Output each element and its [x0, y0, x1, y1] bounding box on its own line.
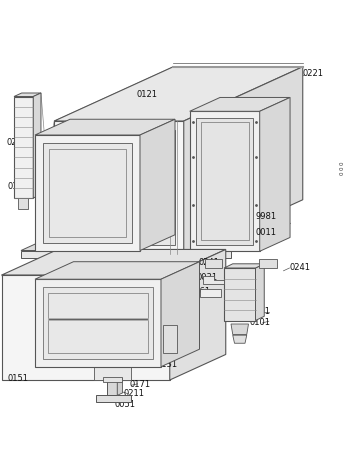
- Polygon shape: [35, 135, 140, 251]
- Polygon shape: [21, 223, 290, 251]
- Polygon shape: [96, 395, 131, 402]
- Polygon shape: [43, 143, 132, 243]
- Polygon shape: [107, 381, 117, 395]
- Polygon shape: [94, 366, 131, 380]
- Text: 0151: 0151: [7, 375, 28, 384]
- Text: 0131: 0131: [157, 360, 178, 369]
- Polygon shape: [161, 262, 199, 367]
- Text: 0221: 0221: [303, 69, 324, 78]
- Polygon shape: [14, 93, 41, 96]
- Polygon shape: [63, 130, 175, 245]
- Polygon shape: [184, 67, 303, 254]
- Polygon shape: [259, 259, 276, 268]
- Polygon shape: [224, 264, 264, 268]
- Text: 0041: 0041: [136, 265, 157, 274]
- Polygon shape: [224, 268, 256, 321]
- Polygon shape: [196, 117, 253, 245]
- Polygon shape: [199, 289, 220, 297]
- Polygon shape: [2, 275, 170, 380]
- Polygon shape: [260, 97, 290, 251]
- Text: 0241: 0241: [290, 263, 311, 272]
- Polygon shape: [14, 96, 33, 198]
- Text: 0211: 0211: [123, 390, 144, 398]
- Polygon shape: [54, 67, 303, 121]
- Polygon shape: [190, 111, 260, 251]
- Text: 0: 0: [340, 166, 345, 170]
- Text: 0011: 0011: [256, 228, 276, 237]
- Polygon shape: [140, 119, 175, 251]
- Polygon shape: [35, 279, 161, 367]
- Polygon shape: [2, 249, 226, 275]
- Polygon shape: [43, 287, 153, 359]
- Text: 0031: 0031: [196, 273, 217, 282]
- Polygon shape: [33, 93, 41, 198]
- Text: 0051: 0051: [115, 400, 136, 409]
- Polygon shape: [203, 276, 224, 284]
- Text: 0141: 0141: [74, 153, 95, 162]
- Text: 0061: 0061: [189, 288, 210, 296]
- Text: 0: 0: [340, 161, 345, 165]
- Text: 0201: 0201: [6, 137, 27, 146]
- Text: 0111: 0111: [7, 182, 28, 191]
- Polygon shape: [21, 251, 231, 258]
- Text: 0241: 0241: [199, 258, 220, 267]
- Text: 0171: 0171: [130, 380, 150, 389]
- Text: 9991: 9991: [249, 307, 270, 316]
- Polygon shape: [35, 119, 175, 135]
- Text: 0091: 0091: [46, 184, 66, 193]
- Polygon shape: [54, 121, 184, 254]
- Text: 0121: 0121: [136, 90, 158, 99]
- Polygon shape: [35, 262, 200, 279]
- Polygon shape: [233, 335, 247, 343]
- Polygon shape: [231, 324, 248, 335]
- Polygon shape: [18, 198, 28, 208]
- Polygon shape: [205, 259, 222, 268]
- Polygon shape: [170, 249, 226, 380]
- Polygon shape: [190, 97, 290, 111]
- Text: 9981: 9981: [256, 212, 276, 221]
- Polygon shape: [117, 378, 122, 395]
- Text: 0: 0: [340, 172, 345, 175]
- Polygon shape: [256, 264, 264, 321]
- Text: 0101: 0101: [249, 318, 270, 328]
- Polygon shape: [163, 325, 177, 353]
- Polygon shape: [103, 377, 122, 383]
